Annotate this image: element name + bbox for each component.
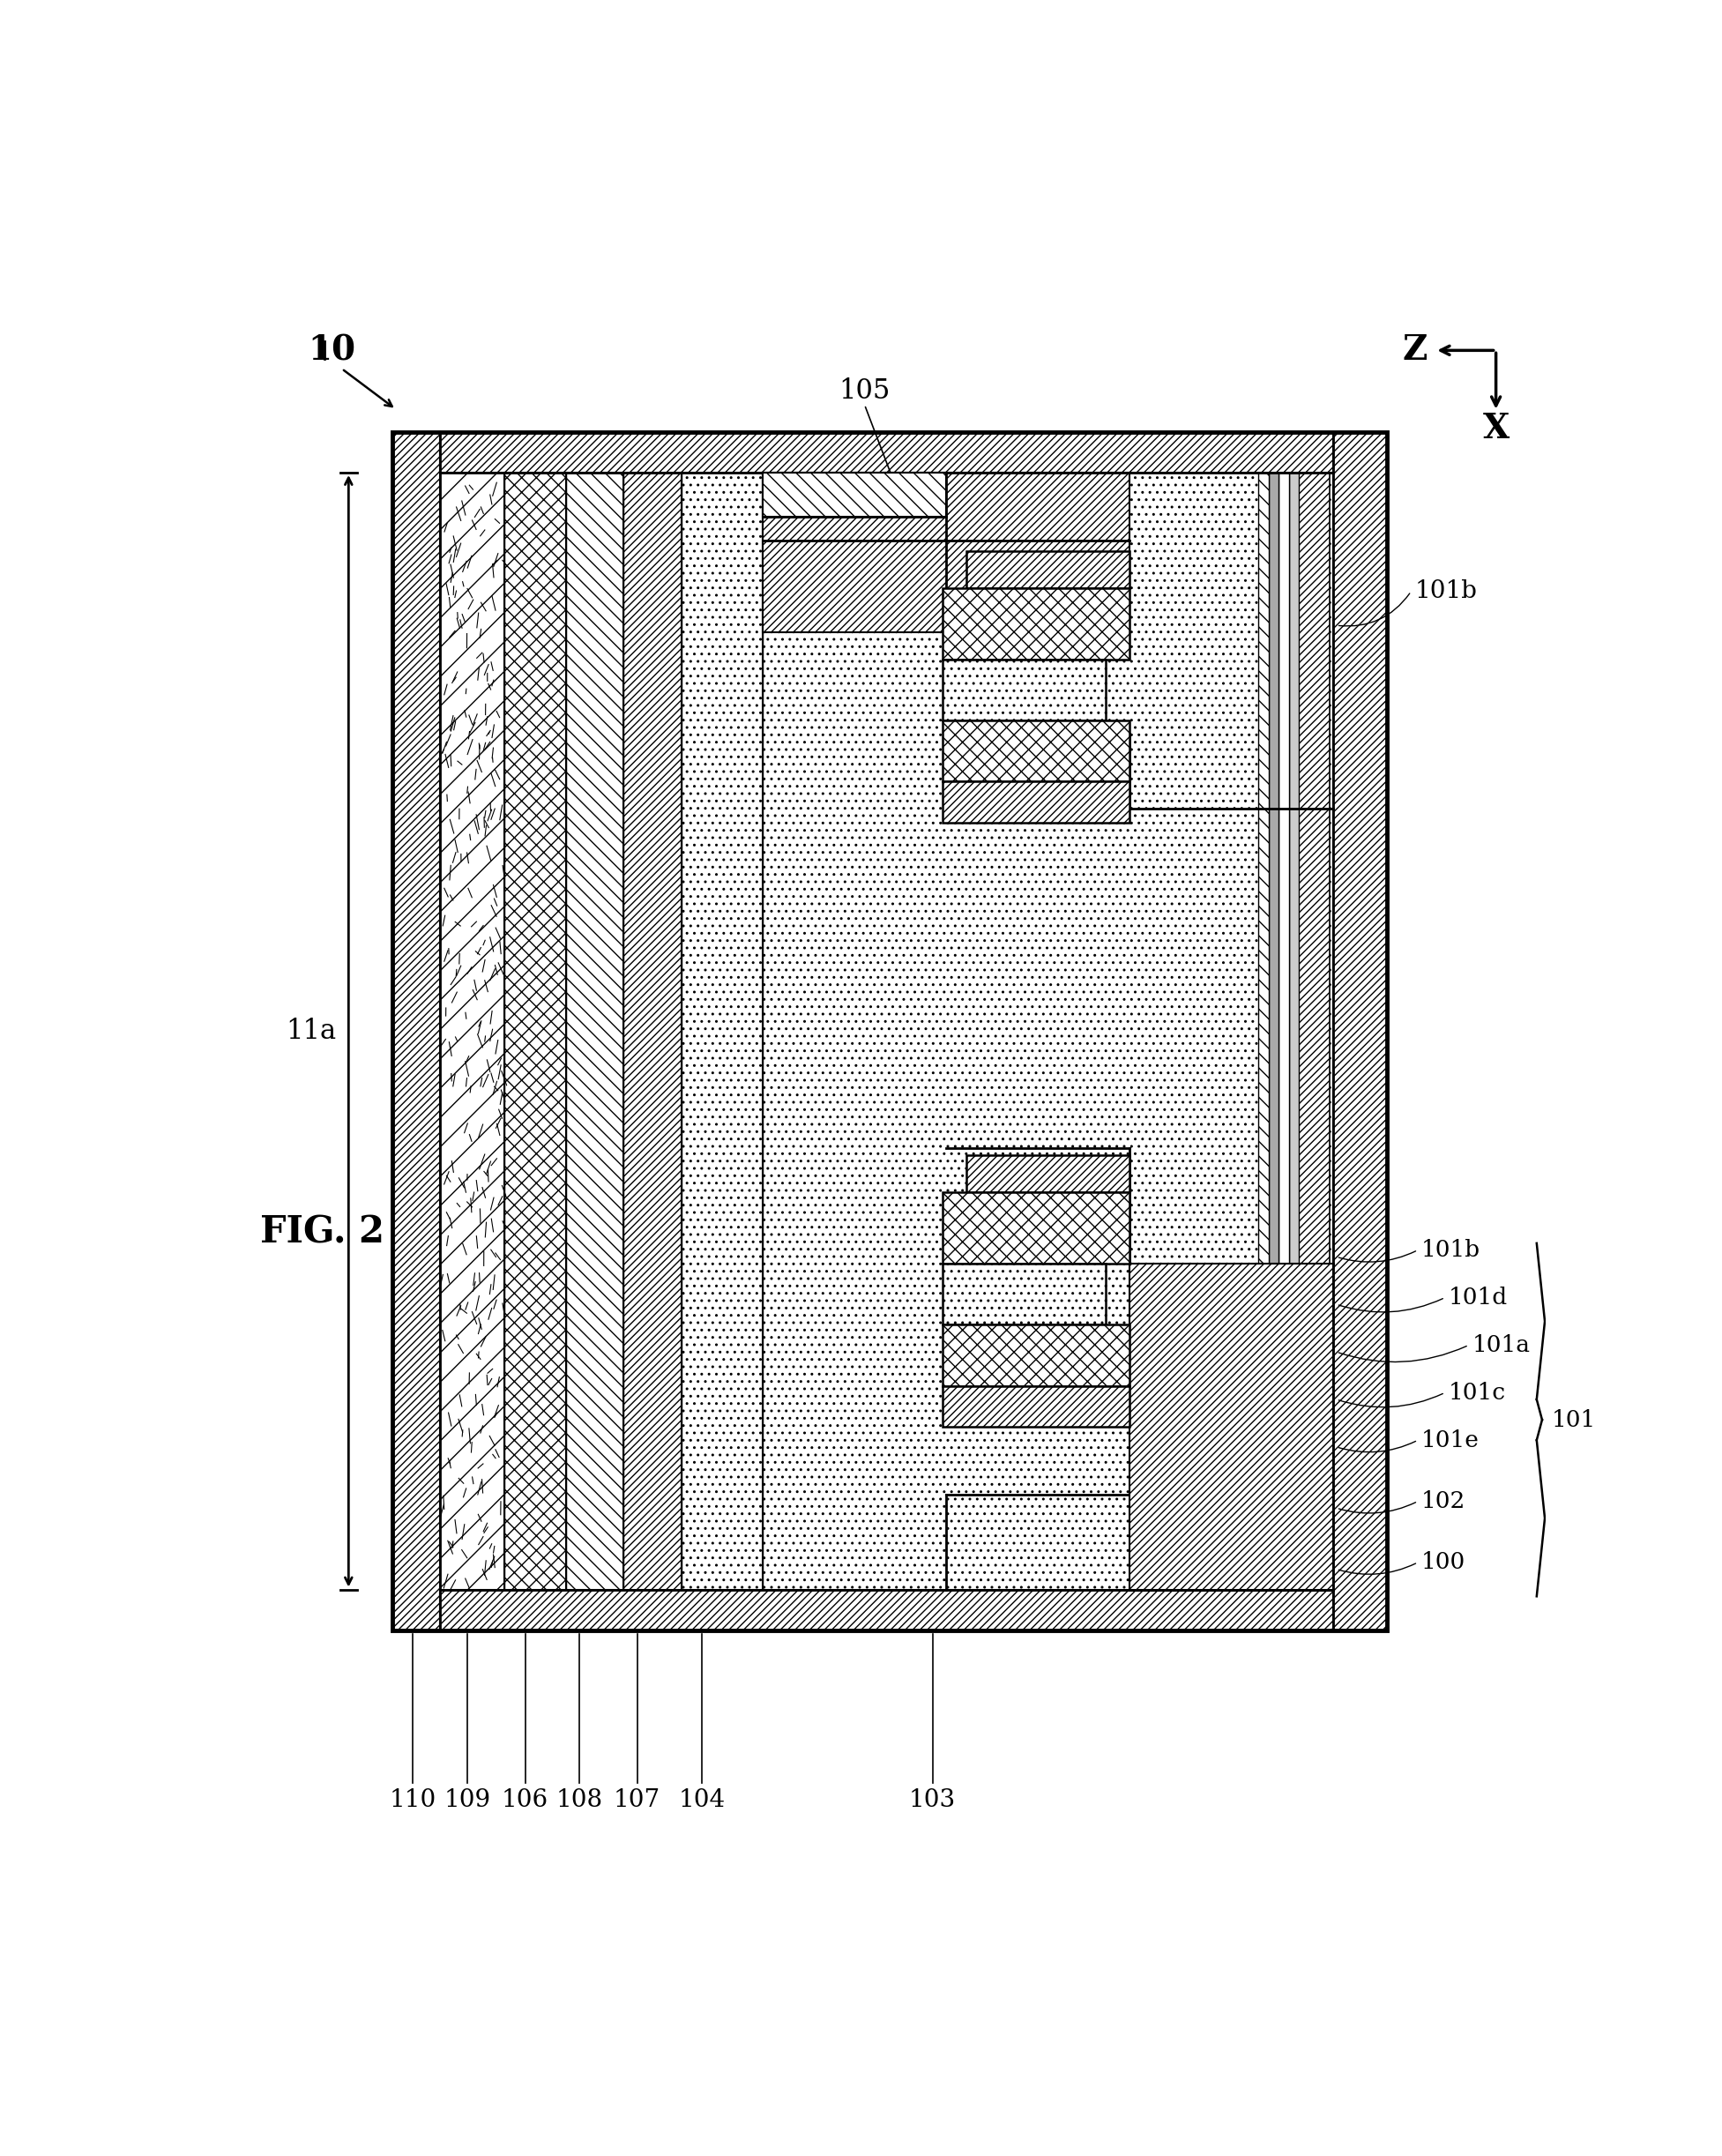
Bar xyxy=(942,1263,1106,1324)
Bar xyxy=(942,720,1130,780)
Text: 105: 105 xyxy=(839,377,890,405)
Bar xyxy=(393,431,1388,1630)
Bar xyxy=(441,472,505,1589)
Text: Z: Z xyxy=(1402,334,1428,367)
Bar xyxy=(942,1386,1130,1427)
Bar xyxy=(942,780,1130,821)
Text: 101d: 101d xyxy=(1448,1287,1507,1309)
Bar xyxy=(567,472,623,1589)
Bar xyxy=(1288,472,1298,1589)
Bar xyxy=(682,472,763,1589)
Text: 101a: 101a xyxy=(1472,1335,1531,1356)
Text: 106: 106 xyxy=(501,1787,549,1811)
Text: 11a: 11a xyxy=(286,1018,336,1046)
Bar xyxy=(942,660,1106,720)
Bar xyxy=(393,431,441,1630)
Text: 101e: 101e xyxy=(1421,1429,1479,1451)
Bar xyxy=(942,589,1130,660)
Text: 101c: 101c xyxy=(1448,1382,1505,1404)
Text: 109: 109 xyxy=(444,1787,491,1811)
Text: 108: 108 xyxy=(556,1787,603,1811)
Bar xyxy=(1279,472,1288,1589)
Text: 102: 102 xyxy=(1421,1490,1465,1511)
Text: 107: 107 xyxy=(613,1787,661,1811)
Text: 10: 10 xyxy=(308,334,355,367)
Bar xyxy=(763,472,1333,1589)
Text: 101: 101 xyxy=(1552,1408,1596,1432)
Text: 100: 100 xyxy=(1421,1552,1465,1574)
Text: 103: 103 xyxy=(909,1787,956,1811)
Bar xyxy=(623,472,682,1589)
Bar xyxy=(1333,431,1388,1630)
Text: 110: 110 xyxy=(389,1787,436,1811)
Text: 104: 104 xyxy=(678,1787,725,1811)
Bar xyxy=(1298,472,1329,1589)
Bar xyxy=(966,1156,1130,1192)
Bar xyxy=(763,472,1130,632)
Text: X: X xyxy=(1483,412,1508,446)
Bar xyxy=(942,1324,1130,1386)
Bar xyxy=(1259,472,1269,1589)
Bar xyxy=(942,1192,1130,1263)
Bar xyxy=(763,472,945,517)
Text: FIG. 2: FIG. 2 xyxy=(260,1214,384,1250)
Text: 101b: 101b xyxy=(1421,1240,1481,1261)
Bar xyxy=(505,472,567,1589)
Bar xyxy=(441,431,1333,472)
Bar xyxy=(441,1589,1333,1630)
Text: 101b: 101b xyxy=(1414,580,1477,604)
Bar xyxy=(393,431,1388,1630)
Bar xyxy=(966,550,1130,589)
Bar xyxy=(1269,472,1279,1589)
Bar xyxy=(1130,1263,1333,1589)
